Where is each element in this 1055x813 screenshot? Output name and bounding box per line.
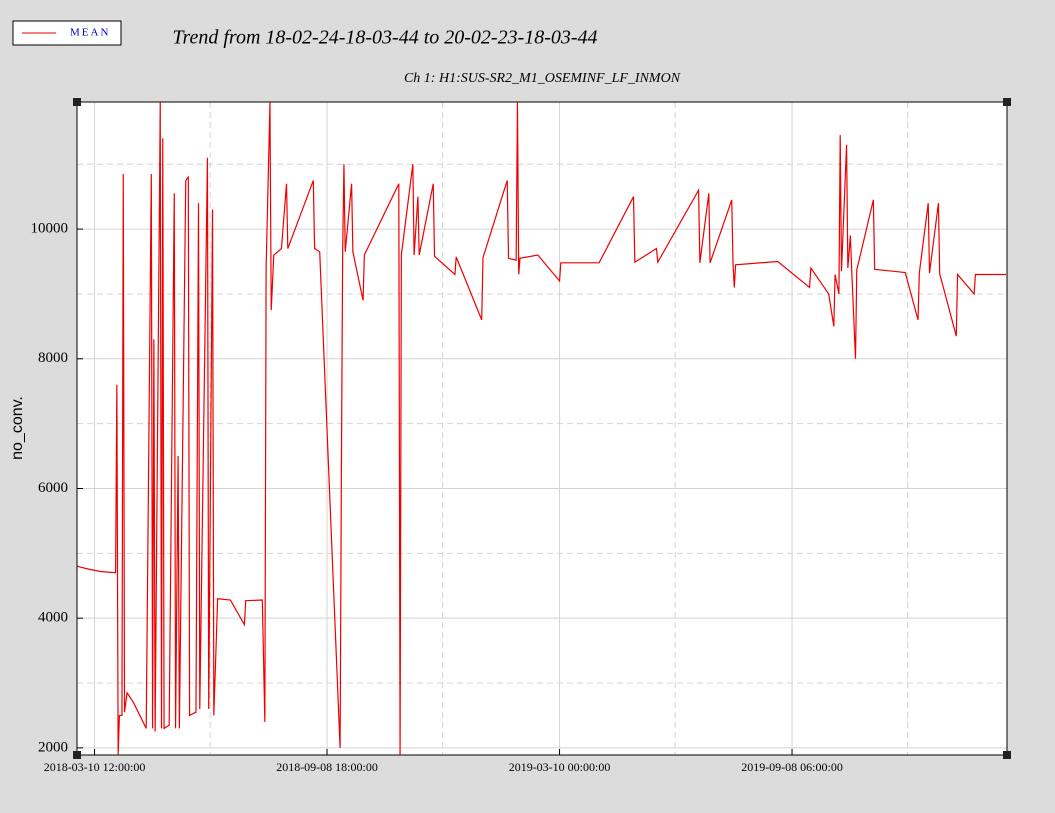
y-axis-label: no_conv.	[9, 396, 26, 460]
y-tick-label: 10000	[31, 221, 69, 237]
chart-title: Trend from 18-02-24-18-03-44 to 20-02-23…	[172, 27, 597, 49]
x-tick-label: 2019-03-10 00:00:00	[509, 760, 611, 774]
corner	[1003, 98, 1011, 106]
y-tick-label: 6000	[38, 480, 68, 496]
data-line	[77, 102, 1007, 755]
corner	[73, 751, 81, 759]
y-tick-label: 8000	[38, 350, 68, 366]
x-tick-label: 2018-09-08 18:00:00	[276, 760, 378, 774]
corner	[73, 98, 81, 106]
y-tick-label: 4000	[38, 610, 68, 626]
chart-subtitle: Ch 1: H1:SUS-SR2_M1_OSEMINF_LF_INMON	[404, 71, 681, 86]
x-tick-label: 2018-03-10 12:00:00	[44, 760, 146, 774]
plot-area	[77, 102, 1007, 755]
plot-frame	[76, 101, 1008, 756]
corner	[1003, 751, 1011, 759]
legend-label: MEAN	[70, 27, 110, 39]
y-tick-label: 2000	[38, 739, 68, 755]
x-tick-label: 2019-09-08 06:00:00	[741, 760, 843, 774]
